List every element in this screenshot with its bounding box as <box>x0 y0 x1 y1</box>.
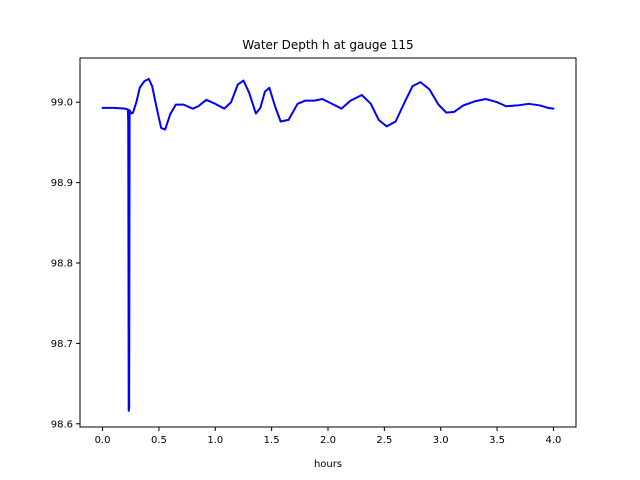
axes-frame <box>79 57 577 428</box>
x-axis-label: hours <box>314 459 342 470</box>
x-tick-label: 2.5 <box>376 435 392 446</box>
x-axis: 0.0 0.5 1.0 1.5 2.0 2.5 3.0 3.5 4.0 <box>95 427 562 446</box>
series-line-1 <box>101 77 555 412</box>
y-tick-label: 98.6 <box>51 419 73 430</box>
y-tick-label: 98.9 <box>51 178 73 189</box>
x-tick-label: 1.5 <box>264 435 280 446</box>
plot-area <box>101 77 555 412</box>
x-tick-label: 2.0 <box>320 435 336 446</box>
x-tick-label: 3.5 <box>489 435 505 446</box>
x-tick-label: 3.0 <box>433 435 449 446</box>
x-tick-label: 0.5 <box>151 435 167 446</box>
x-tick-label: 1.0 <box>207 435 223 446</box>
y-tick-label: 99.0 <box>51 98 73 109</box>
x-tick-label: 4.0 <box>546 435 562 446</box>
y-axis: 98.6 98.7 98.8 98.9 99.0 <box>51 98 80 430</box>
y-tick-label: 98.7 <box>51 339 73 350</box>
chart-title: Water Depth h at gauge 115 <box>242 38 413 52</box>
y-tick-label: 98.8 <box>51 259 73 270</box>
x-tick-label: 0.0 <box>95 435 111 446</box>
